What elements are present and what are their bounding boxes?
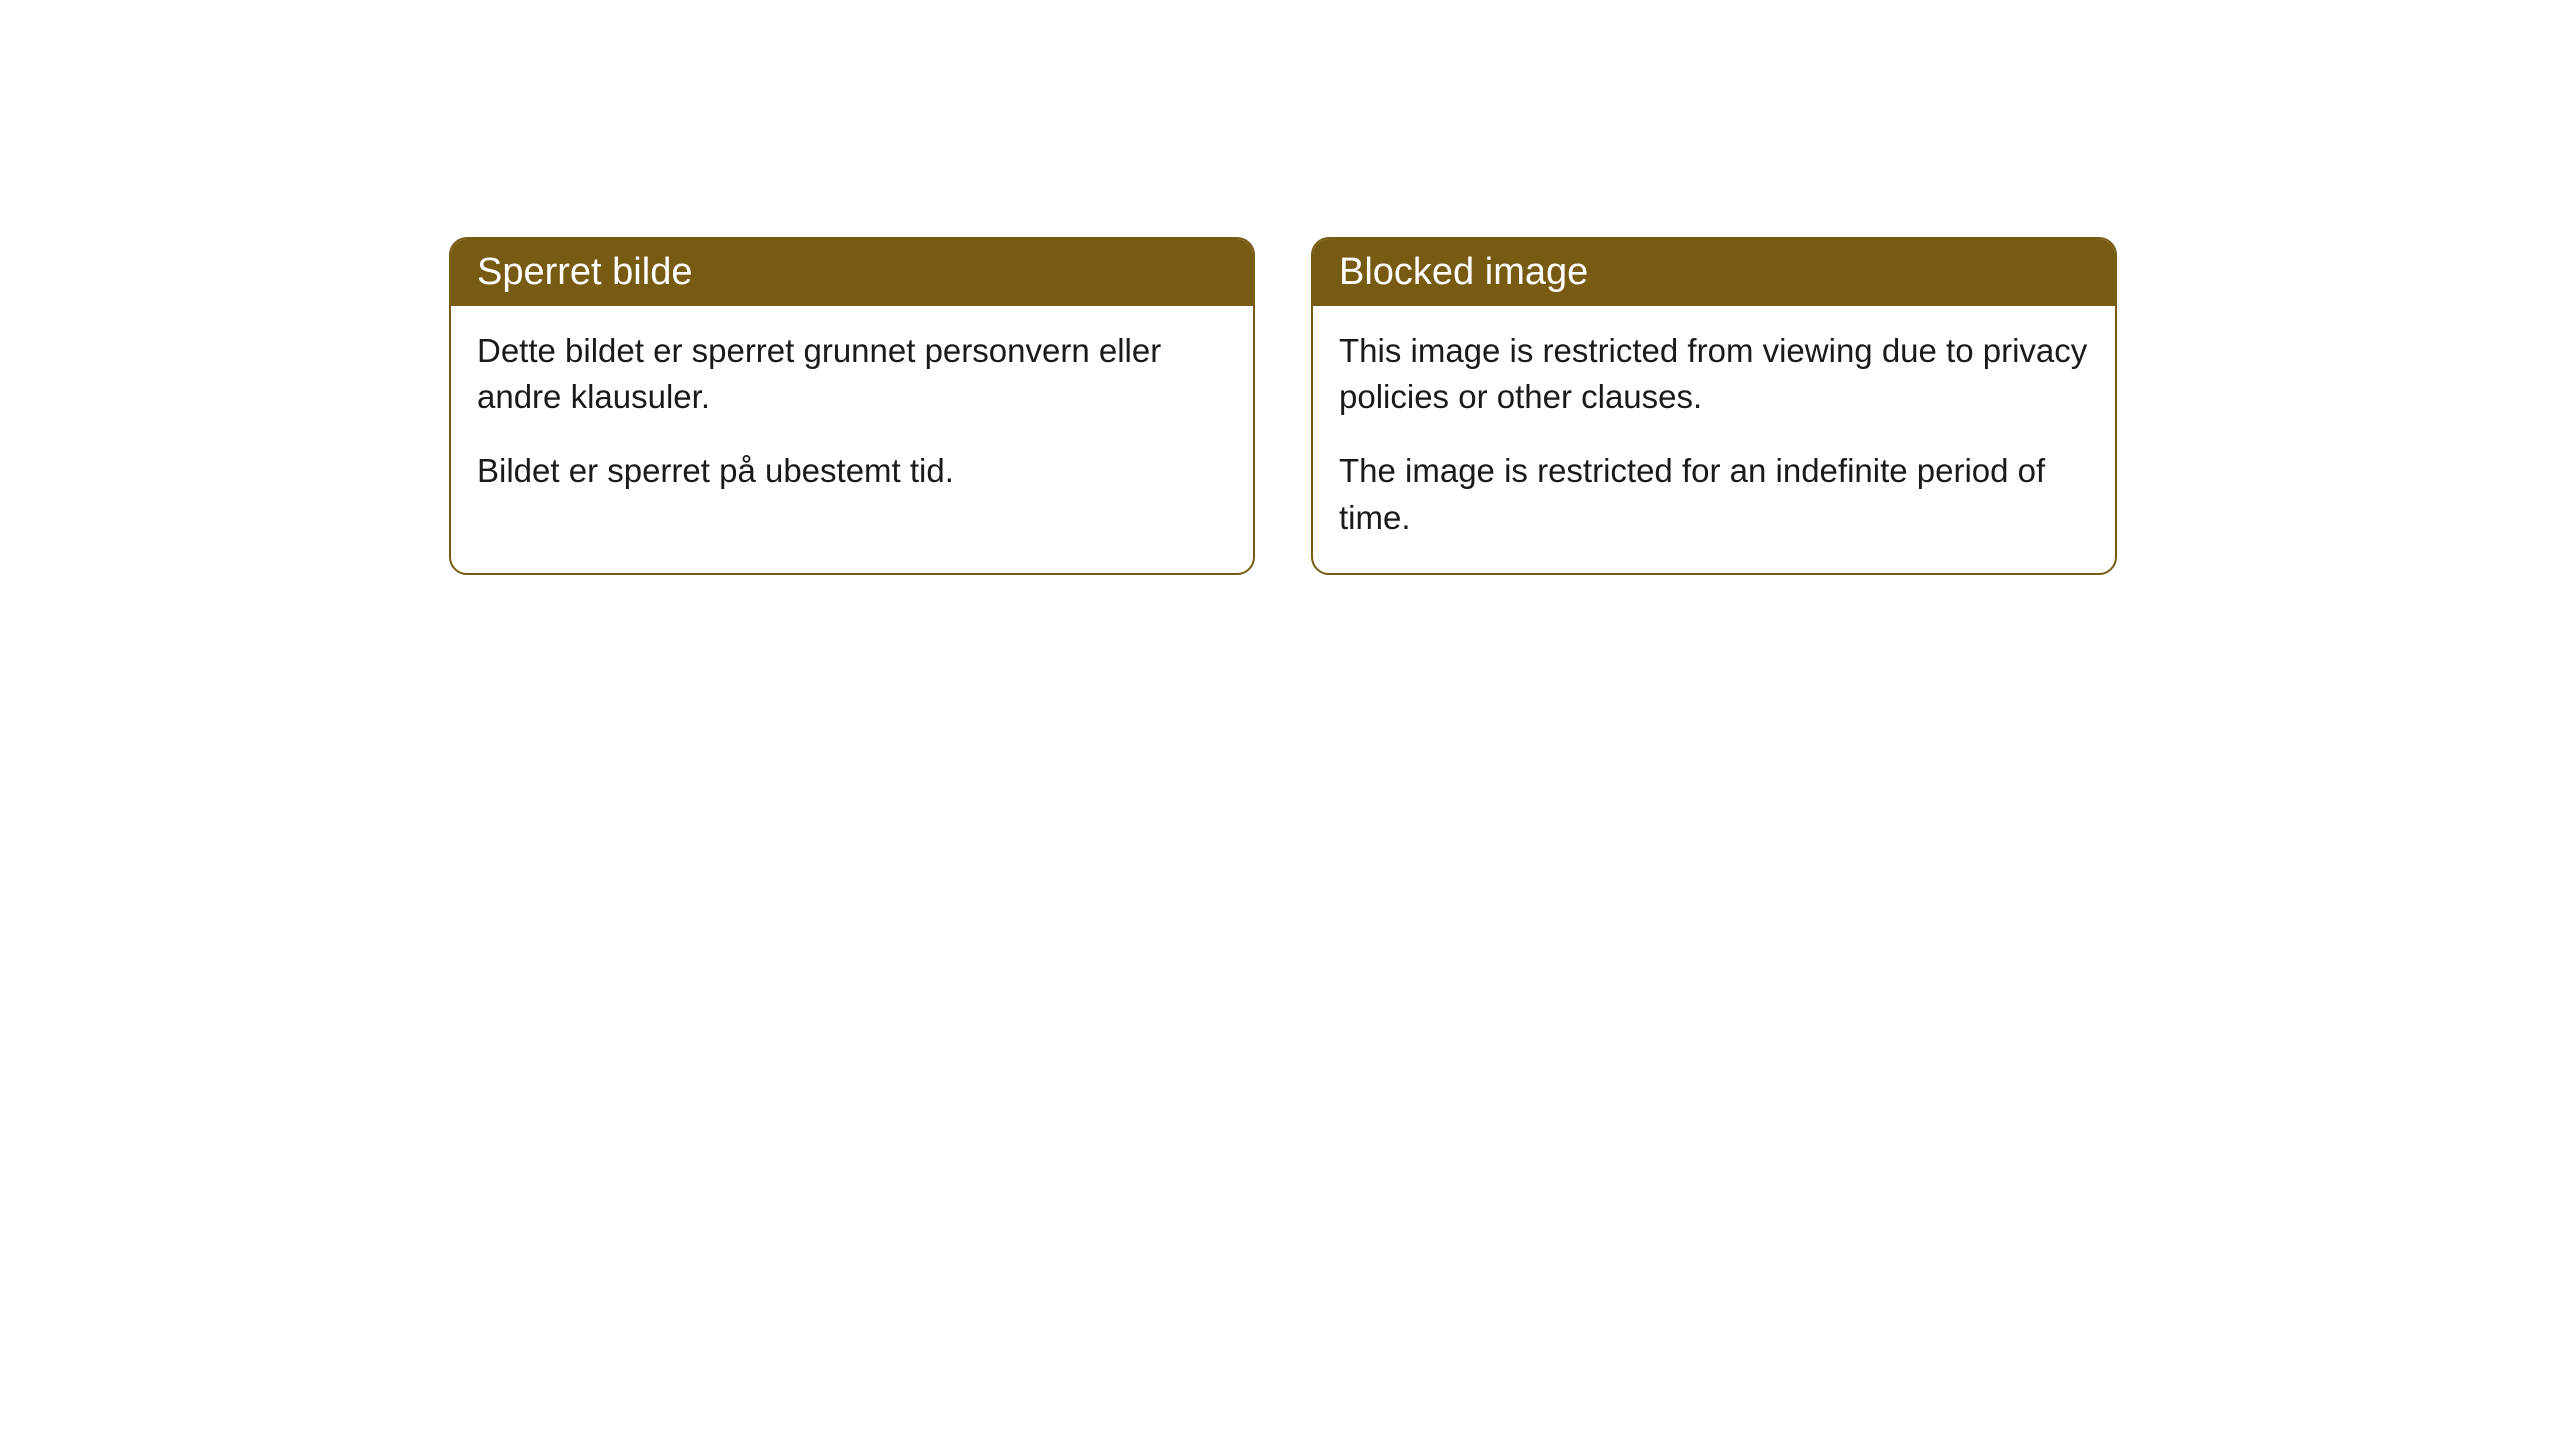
card-paragraph: This image is restricted from viewing du… xyxy=(1339,328,2089,420)
blocked-image-card-english: Blocked image This image is restricted f… xyxy=(1311,237,2117,575)
card-paragraph: Dette bildet er sperret grunnet personve… xyxy=(477,328,1227,420)
card-paragraph: Bildet er sperret på ubestemt tid. xyxy=(477,448,1227,494)
card-body: Dette bildet er sperret grunnet personve… xyxy=(451,306,1253,527)
card-header: Sperret bilde xyxy=(451,239,1253,306)
card-paragraph: The image is restricted for an indefinit… xyxy=(1339,448,2089,540)
card-header: Blocked image xyxy=(1313,239,2115,306)
notice-cards-container: Sperret bilde Dette bildet er sperret gr… xyxy=(449,237,2117,575)
card-body: This image is restricted from viewing du… xyxy=(1313,306,2115,573)
blocked-image-card-norwegian: Sperret bilde Dette bildet er sperret gr… xyxy=(449,237,1255,575)
card-title: Sperret bilde xyxy=(477,251,692,293)
card-title: Blocked image xyxy=(1339,251,1588,293)
